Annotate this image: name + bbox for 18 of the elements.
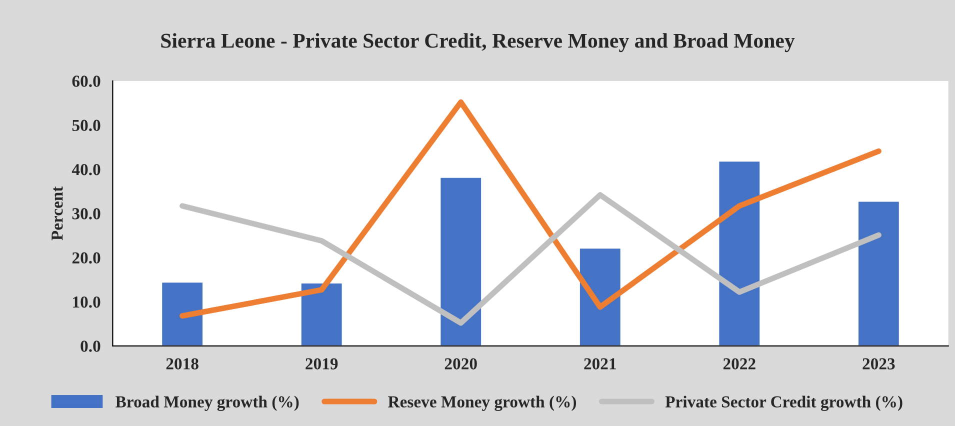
x-tick-label: 2019: [306, 358, 338, 370]
chart-title: Sierra Leone - Private Sector Credit, Reserve Money and Broad Money: [161, 33, 795, 52]
x-tick-label: 2021: [584, 358, 616, 370]
x-tick-label: 2022: [723, 358, 756, 370]
legend-label: Reseve Money growth (%): [388, 396, 576, 411]
y-tick-label: 30.0: [72, 208, 100, 220]
y-tick-label: 40.0: [72, 164, 100, 176]
y-tick-label: 50.0: [72, 120, 100, 132]
y-tick-label: 10.0: [73, 296, 100, 308]
y-tick-label: 60.0: [72, 76, 100, 87]
x-tick-label: 2018: [166, 358, 198, 370]
x-tick-label: 2023: [862, 358, 895, 370]
x-tick-label: 2020: [444, 358, 477, 370]
legend-label: Broad Money growth (%): [116, 396, 299, 411]
y-tick-label: 0.0: [80, 340, 100, 352]
y-tick-label: 20.0: [72, 252, 100, 264]
legend-label: Private Sector Credit growth (%): [665, 396, 902, 411]
y-axis-title: Percent: [52, 186, 63, 240]
